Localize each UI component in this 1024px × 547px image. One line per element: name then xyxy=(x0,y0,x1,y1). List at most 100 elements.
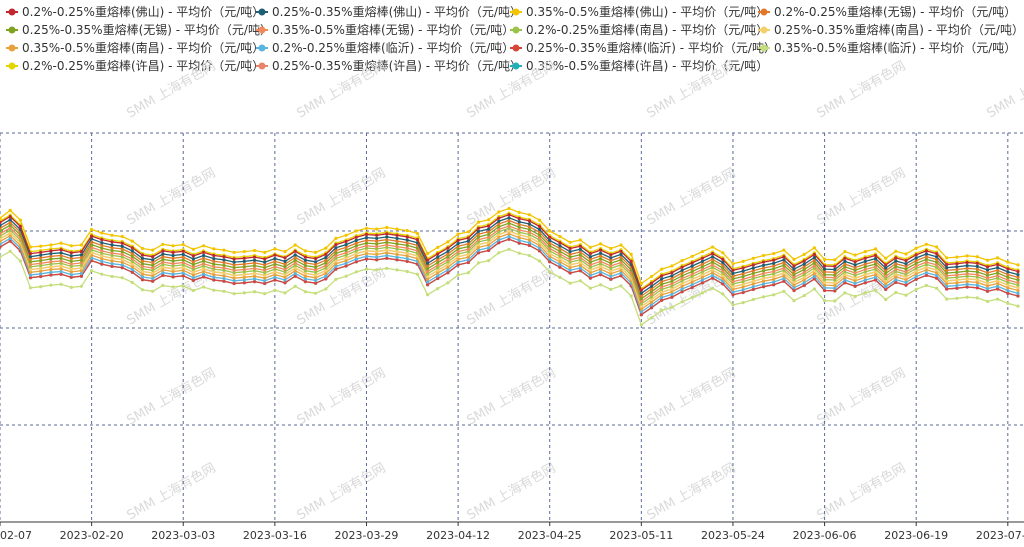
data-point xyxy=(894,256,898,260)
legend-item[interactable]: 0.2%-0.25%重熔棒(临沂) - 平均价（元/吨） xyxy=(256,40,514,55)
legend-item[interactable]: 0.35%-0.5%重熔棒(许昌) - 平均价（元/吨） xyxy=(510,58,768,73)
data-point xyxy=(191,254,195,258)
data-point xyxy=(273,275,277,279)
data-point xyxy=(924,283,929,288)
data-point xyxy=(823,273,827,277)
legend-item[interactable]: 0.25%-0.35%重熔棒(许昌) - 平均价（元/吨） xyxy=(256,58,522,73)
data-point xyxy=(894,267,898,271)
data-point xyxy=(955,262,959,266)
data-point xyxy=(660,282,664,286)
data-point xyxy=(609,253,613,257)
data-point xyxy=(161,262,165,267)
data-point xyxy=(446,249,450,253)
data-point xyxy=(802,275,806,279)
legend-item[interactable]: 0.35%-0.5%重熔棒(佛山) - 平均价（元/吨） xyxy=(510,4,768,19)
data-point xyxy=(690,274,694,279)
data-point xyxy=(191,257,195,261)
data-point xyxy=(202,285,206,289)
data-point xyxy=(751,287,755,291)
data-point xyxy=(935,263,939,267)
data-point xyxy=(69,285,73,289)
data-point xyxy=(324,277,328,281)
data-point xyxy=(28,286,33,290)
data-point xyxy=(69,254,73,258)
data-point xyxy=(904,272,908,276)
data-point xyxy=(527,238,532,242)
data-point xyxy=(161,265,165,269)
data-point xyxy=(772,293,776,297)
data-point xyxy=(49,257,53,261)
data-point xyxy=(120,266,124,270)
legend-item[interactable]: 0.25%-0.35%重熔棒(临沂) - 平均价（元/吨） xyxy=(510,40,776,55)
data-point xyxy=(599,283,603,287)
data-point xyxy=(263,292,267,296)
data-point xyxy=(955,281,959,285)
data-point xyxy=(853,253,857,257)
watermark-text: SMM 上海有色网 xyxy=(814,460,908,524)
data-point xyxy=(863,267,867,272)
data-point xyxy=(802,262,806,266)
data-point xyxy=(202,244,206,248)
data-point xyxy=(283,278,287,282)
data-point xyxy=(599,251,603,255)
legend-item[interactable]: 0.2%-0.25%重熔棒(南昌) - 平均价（元/吨） xyxy=(510,22,768,37)
data-point xyxy=(375,233,379,237)
data-point xyxy=(578,269,582,273)
data-point xyxy=(548,270,552,274)
data-point xyxy=(588,286,593,290)
data-point xyxy=(639,297,643,301)
data-point xyxy=(222,279,226,283)
data-point xyxy=(945,262,949,267)
legend-item[interactable]: 0.2%-0.25%重熔棒(许昌) - 平均价（元/吨） xyxy=(6,58,264,73)
data-point xyxy=(181,268,185,272)
data-point xyxy=(487,230,491,234)
data-point xyxy=(212,275,216,279)
data-point xyxy=(792,283,796,287)
plot-area xyxy=(0,206,1020,327)
data-point xyxy=(446,255,450,259)
legend-item[interactable]: 0.2%-0.25%重熔棒(无锡) - 平均价（元/吨） xyxy=(758,4,1016,19)
data-point xyxy=(364,249,369,253)
data-point xyxy=(935,260,939,264)
data-point xyxy=(639,302,643,306)
data-point xyxy=(609,256,613,260)
legend-item[interactable]: 0.25%-0.35%重熔棒(佛山) - 平均价（元/吨） xyxy=(256,4,522,19)
data-point xyxy=(812,287,817,291)
legend-item[interactable]: 0.25%-0.35%重熔棒(无锡) - 平均价（元/吨） xyxy=(6,22,272,37)
data-point xyxy=(568,255,572,259)
data-point xyxy=(599,242,603,246)
data-point xyxy=(375,255,379,259)
legend-dot-marker xyxy=(258,8,266,16)
data-point xyxy=(385,235,389,239)
data-point xyxy=(731,290,735,294)
data-point xyxy=(405,246,409,250)
data-point xyxy=(517,236,521,240)
data-point xyxy=(0,239,2,244)
legend-item[interactable]: 0.35%-0.5%重熔棒(无锡) - 平均价（元/吨） xyxy=(256,22,514,37)
chart-grid xyxy=(0,132,1024,523)
legend-item[interactable]: 0.35%-0.5%重熔棒(临沂) - 平均价（元/吨） xyxy=(758,40,1016,55)
data-point xyxy=(405,259,409,263)
data-point xyxy=(660,290,664,294)
data-point xyxy=(924,252,929,256)
data-point xyxy=(558,254,562,258)
data-point xyxy=(609,266,613,270)
data-point xyxy=(293,258,297,262)
legend-item[interactable]: 0.35%-0.5%重熔棒(南昌) - 平均价（元/吨） xyxy=(6,40,264,55)
data-point xyxy=(558,257,562,261)
data-point xyxy=(1006,278,1010,282)
data-point xyxy=(578,255,582,260)
data-point xyxy=(761,269,766,273)
data-point xyxy=(924,255,929,259)
data-point xyxy=(985,258,990,262)
data-point xyxy=(772,277,776,281)
data-point xyxy=(711,255,715,259)
legend-item[interactable]: 0.2%-0.25%重熔棒(佛山) - 平均价（元/吨） xyxy=(6,4,264,19)
data-point xyxy=(446,240,450,244)
data-point xyxy=(79,274,83,278)
data-point xyxy=(59,256,63,260)
data-point xyxy=(8,223,12,227)
data-point xyxy=(548,244,552,248)
legend-item[interactable]: 0.25%-0.35%重熔棒(南昌) - 平均价（元/吨） xyxy=(758,22,1024,37)
data-point xyxy=(120,250,124,254)
